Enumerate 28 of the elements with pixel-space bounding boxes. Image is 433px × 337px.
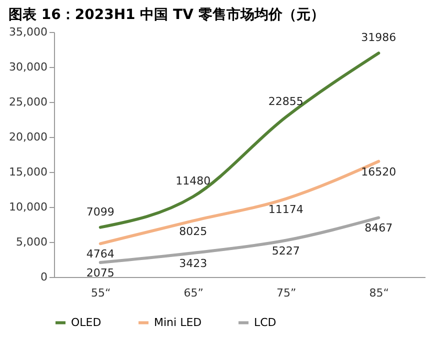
data-label: 8467 — [364, 222, 393, 235]
legend-label: LCD — [254, 316, 276, 329]
y-tick-label: 35,000 — [9, 26, 48, 38]
data-label: 11174 — [268, 202, 304, 216]
data-label: 3423 — [179, 257, 208, 270]
data-label: 4764 — [86, 248, 114, 261]
legend-label: Mini LED — [154, 316, 202, 329]
y-tick-label: 15,000 — [9, 166, 48, 178]
y-tick-label: 10,000 — [9, 200, 48, 214]
x-tick-label: 55“ — [91, 286, 111, 300]
y-tick-label: 0 — [40, 270, 48, 284]
chart-title: 图表 16：2023H1 中国 TV 零售市场均价（元） — [8, 6, 324, 23]
data-label: 31986 — [361, 31, 396, 44]
y-tick-label: 5,000 — [16, 236, 48, 248]
data-label: 16520 — [361, 165, 396, 178]
x-tick-label: 85“ — [369, 286, 389, 300]
data-label: 8025 — [179, 224, 208, 238]
y-tick-label: 30,000 — [9, 60, 48, 74]
legend-label: OLED — [71, 316, 102, 329]
data-label: 2075 — [86, 266, 114, 280]
data-label: 22855 — [268, 95, 304, 108]
x-tick-label: 65” — [184, 286, 204, 300]
data-label: 11480 — [176, 174, 211, 188]
x-tick-label: 75” — [276, 286, 296, 300]
data-label: 7099 — [86, 205, 114, 218]
y-tick-label: 25,000 — [9, 96, 48, 108]
y-tick-label: 20,000 — [9, 130, 48, 144]
data-label: 5227 — [272, 244, 300, 258]
